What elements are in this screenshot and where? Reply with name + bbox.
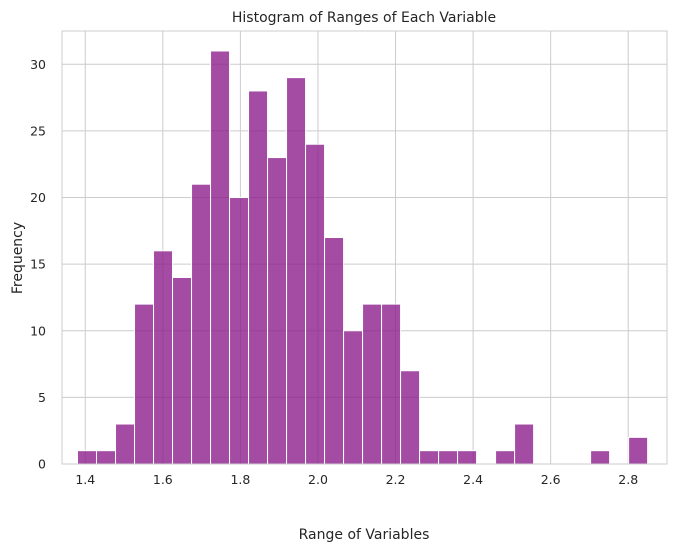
y-tick-label: 30: [30, 57, 46, 72]
histogram-bar: [153, 250, 174, 465]
histogram-bar: [191, 183, 212, 465]
histogram-bar: [590, 450, 611, 465]
histogram-bar: [362, 303, 383, 465]
chart-title: Histogram of Ranges of Each Variable: [232, 10, 496, 26]
histogram-bar: [495, 450, 516, 465]
x-tick-label: 1.6: [153, 472, 173, 487]
histogram-bar: [381, 303, 402, 465]
histogram-bar: [134, 303, 155, 465]
histogram-bar: [267, 157, 288, 465]
histogram-bar: [210, 50, 231, 465]
x-tick-label: 1.8: [230, 472, 250, 487]
y-tick-label: 10: [30, 323, 46, 338]
x-tick-labels: 1.4 1.6 1.8 2.0 2.2 2.4 2.6 2.8: [75, 472, 638, 487]
x-tick-label: 2.6: [541, 472, 561, 487]
histogram-bar: [172, 276, 193, 465]
histogram-bar: [324, 237, 345, 465]
y-tick-label: 25: [30, 123, 46, 138]
y-tick-label: 5: [38, 390, 46, 405]
histogram-bar: [286, 77, 307, 465]
y-tick-label: 15: [30, 257, 46, 272]
histogram-bar: [229, 197, 250, 465]
histogram-bar: [400, 370, 421, 465]
histogram-bar: [343, 330, 364, 465]
histogram-bar: [77, 450, 98, 465]
y-tick-label: 20: [30, 190, 46, 205]
plot-frame: [61, 30, 668, 465]
y-axis-label: Frequency: [10, 222, 26, 294]
histogram-bar: [115, 423, 136, 465]
histogram-bar: [628, 436, 649, 465]
x-axis-label: Range of Variables: [299, 527, 430, 543]
x-tick-label: 1.4: [75, 472, 95, 487]
x-tick-label: 2.0: [308, 472, 328, 487]
histogram-bar: [96, 450, 117, 465]
histogram-bar: [438, 450, 459, 465]
histogram-bar: [305, 143, 326, 465]
x-tick-label: 2.8: [618, 472, 638, 487]
x-tick-label: 2.2: [386, 472, 406, 487]
y-tick-labels: 0 5 10 15 20 25 30: [30, 57, 46, 472]
histogram-bar: [419, 450, 440, 465]
y-tick-label: 0: [38, 457, 46, 472]
histogram-bar: [514, 423, 535, 465]
histogram-bar: [457, 450, 478, 465]
x-tick-label: 2.4: [463, 472, 483, 487]
histogram-bar: [248, 90, 269, 465]
